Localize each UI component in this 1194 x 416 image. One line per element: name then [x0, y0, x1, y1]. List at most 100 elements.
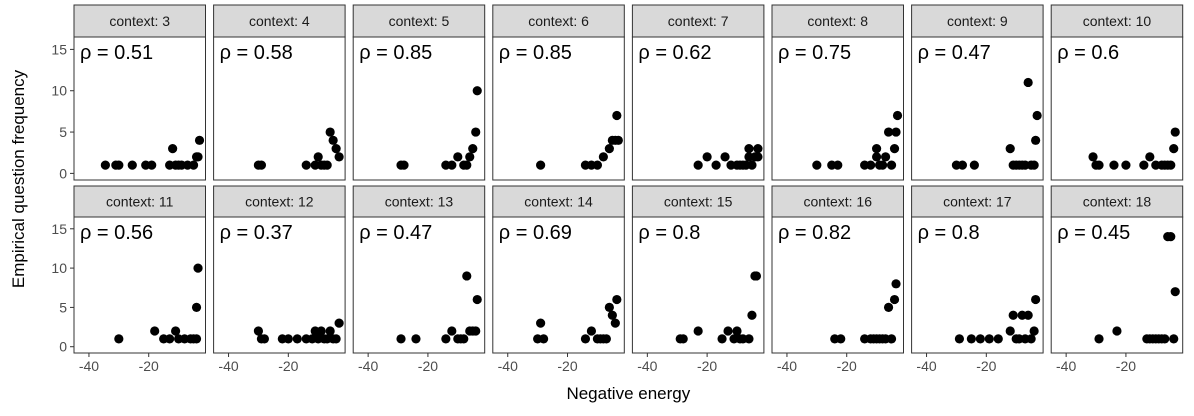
data-point [744, 334, 754, 344]
data-point [334, 318, 344, 328]
data-point [325, 127, 335, 137]
data-point [194, 135, 205, 145]
data-point [292, 334, 302, 344]
data-point [171, 326, 181, 336]
data-point [1023, 310, 1033, 320]
data-point [1139, 160, 1149, 170]
facet-panel: context: 9 ρ = 0.47 [911, 4, 1044, 181]
facet-panel: context: 3 ρ = 0.51 [73, 4, 206, 181]
facet-strip [771, 4, 904, 38]
data-point [191, 302, 202, 312]
data-point [889, 143, 900, 154]
data-point [150, 326, 160, 336]
data-point [147, 160, 157, 170]
x-tick-label: -20 [1116, 358, 1136, 374]
data-point [188, 160, 199, 170]
data-point [325, 326, 335, 336]
data-point [604, 143, 614, 154]
x-tick-label: -20 [837, 358, 857, 374]
facet-strip [492, 4, 625, 38]
data-point [1170, 287, 1180, 297]
data-point [1008, 310, 1018, 320]
data-point [812, 160, 822, 170]
facet-strip [73, 4, 206, 38]
facet-strip-label: context: 11 [106, 194, 174, 210]
data-point [1094, 160, 1104, 170]
facet-strip-label: context: 16 [804, 194, 873, 210]
rho-annotation: ρ = 0.58 [220, 42, 293, 64]
facet-strip-label: context: 4 [249, 13, 310, 29]
data-point [472, 294, 482, 305]
data-point [891, 279, 901, 289]
data-point [1166, 160, 1176, 170]
data-point [1166, 232, 1176, 242]
rho-annotation: ρ = 0.47 [359, 222, 432, 244]
facet-strip-label: context: 18 [1083, 194, 1152, 210]
data-point [411, 334, 421, 344]
data-point [693, 326, 703, 336]
data-point [1032, 110, 1042, 121]
x-tick-label: -20 [139, 358, 159, 374]
data-point [836, 334, 846, 344]
facet-panel: context: 8 ρ = 0.75 [771, 4, 904, 181]
facet-panel: context: 18 ρ = 0.45 [1050, 185, 1184, 354]
data-point [1031, 294, 1041, 305]
data-point [984, 334, 994, 344]
facet-strip-label: context: 13 [385, 194, 454, 210]
data-point [331, 143, 341, 154]
facet-strip-label: context: 6 [528, 13, 589, 29]
data-point [744, 143, 754, 154]
rho-annotation: ρ = 0.82 [778, 222, 851, 244]
data-point [753, 152, 763, 162]
facet-strip-label: context: 17 [943, 194, 1012, 210]
data-point [872, 143, 882, 154]
data-point [1023, 77, 1033, 88]
data-point [720, 152, 730, 162]
facet-strip-label: context: 8 [807, 13, 868, 29]
data-point [191, 334, 202, 344]
data-point [957, 160, 968, 170]
data-point [328, 135, 338, 145]
x-tick-label: -40 [777, 358, 797, 374]
facet-panel: context: 15 ρ = 0.8 [631, 185, 765, 354]
data-point [1121, 160, 1131, 170]
data-point [747, 160, 757, 170]
x-tick-label: -40 [637, 358, 657, 374]
facet-strip-label: context: 10 [1083, 13, 1152, 29]
y-tick-label: 10 [51, 260, 67, 276]
data-point [732, 326, 742, 336]
data-point [472, 86, 482, 96]
data-point [1029, 160, 1039, 170]
facet-strip-label: context: 12 [245, 194, 314, 210]
data-point [193, 152, 203, 162]
data-point [462, 271, 472, 281]
data-point [1088, 152, 1098, 162]
data-point [954, 334, 965, 344]
data-point [975, 334, 985, 344]
data-point [693, 160, 703, 170]
y-tick-label: 10 [51, 83, 67, 99]
data-point [993, 334, 1003, 344]
facet-plot-area [771, 216, 904, 354]
data-point [447, 326, 457, 336]
data-point [331, 334, 341, 344]
facet-plot-area [911, 36, 1044, 181]
data-point [711, 160, 721, 170]
data-point [613, 135, 623, 145]
data-point [880, 152, 891, 162]
facet-panel: context: 16 ρ = 0.82 [771, 185, 904, 354]
facet-strip [352, 4, 486, 38]
axes-layer: 0 5 10 15 0 5 10 15 -40 -20 -40 -20 -40 -20 -40 -20 -40 -… [51, 41, 1136, 374]
data-point [886, 160, 897, 170]
data-point [751, 271, 762, 281]
facet-panel: context: 5 ρ = 0.85 [352, 4, 486, 181]
data-point [610, 318, 620, 328]
x-tick-label: -40 [218, 358, 238, 374]
data-point [334, 152, 344, 162]
facet-plot-area [352, 36, 486, 181]
y-tick-label: 15 [51, 41, 67, 57]
y-axis-title: Empirical question frequency [9, 69, 28, 288]
facet-strip-label: context: 14 [524, 194, 593, 210]
data-point [598, 152, 608, 162]
data-point [127, 160, 137, 170]
